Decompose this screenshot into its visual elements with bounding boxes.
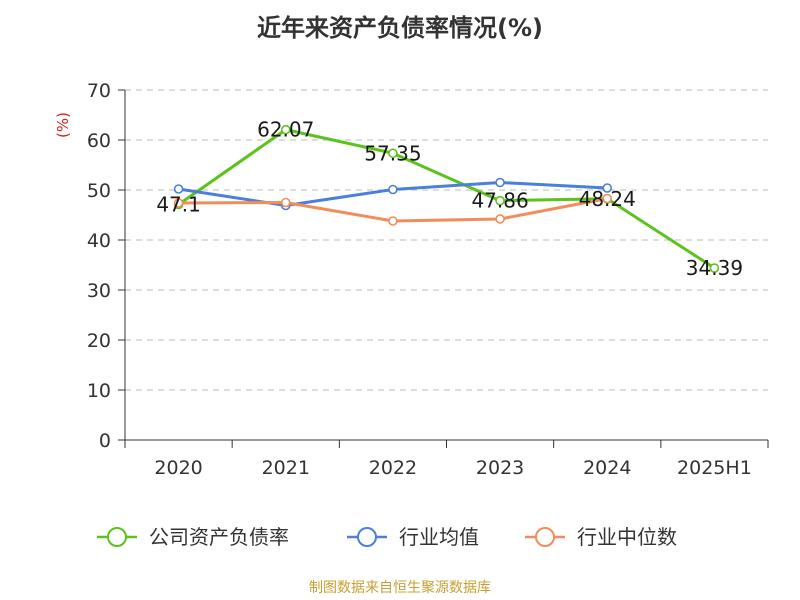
- x-tick-label: 2025H1: [677, 457, 752, 479]
- chart-title: 近年来资产负债率情况(%): [257, 14, 543, 42]
- data-point: [495, 195, 505, 206]
- y-tick-label: 10: [87, 380, 111, 402]
- data-label: 62.07: [257, 118, 314, 142]
- y-tick-label: 60: [87, 130, 111, 152]
- data-labels: 47.1 62.07 57.35 47.86 48.24 34.39: [156, 118, 743, 280]
- data-point: [495, 214, 505, 224]
- legend: 公司资产负债率 行业均值 行业中位数: [97, 525, 677, 549]
- data-point: [709, 263, 720, 273]
- source-note: 制图数据来自恒生聚源数据库: [309, 580, 491, 596]
- x-tick-label: 2021: [262, 457, 310, 479]
- x-tick-label: 2022: [369, 457, 417, 479]
- y-tick-label: 50: [87, 180, 111, 202]
- series-line-1: [177, 128, 716, 270]
- y-tick-label: 70: [87, 80, 111, 102]
- data-point: [280, 124, 291, 135]
- legend-marker: [107, 527, 127, 547]
- legend-label: 行业均值: [399, 525, 479, 549]
- data-point: [173, 184, 184, 194]
- data-label: 34.39: [686, 256, 743, 280]
- data-label: 57.35: [364, 141, 421, 165]
- grid-lines: [125, 89, 768, 391]
- data-point: [388, 184, 398, 195]
- data-point: [388, 216, 398, 226]
- y-tick-label: 20: [87, 330, 111, 352]
- y-tick-label: 30: [87, 280, 111, 302]
- axes: 0 10 20 30 40 50 60 70 (%) 2020 2021 2022 2023 2024 20…: [54, 80, 769, 479]
- series-lines: [173, 124, 720, 273]
- y-tick-label: 0: [99, 430, 111, 452]
- x-tick-label: 2020: [154, 457, 202, 479]
- data-label: 47.86: [471, 189, 528, 213]
- data-label: 48.24: [579, 187, 636, 211]
- x-tick-label: 2023: [476, 457, 524, 479]
- y-tick-label: 40: [87, 230, 111, 252]
- data-point: [495, 177, 505, 188]
- legend-label: 行业中位数: [577, 525, 677, 549]
- data-point: [280, 197, 291, 208]
- legend-marker: [357, 527, 377, 547]
- data-label: 47.1: [156, 193, 201, 217]
- data-point: [602, 183, 613, 193]
- data-point: [388, 148, 398, 159]
- y-axis-label: (%): [54, 112, 72, 138]
- data-point: [602, 193, 613, 204]
- legend-label: 公司资产负债率: [149, 525, 289, 549]
- data-point: [173, 198, 184, 208]
- legend-marker: [535, 527, 555, 547]
- x-tick-label: 2024: [583, 457, 631, 479]
